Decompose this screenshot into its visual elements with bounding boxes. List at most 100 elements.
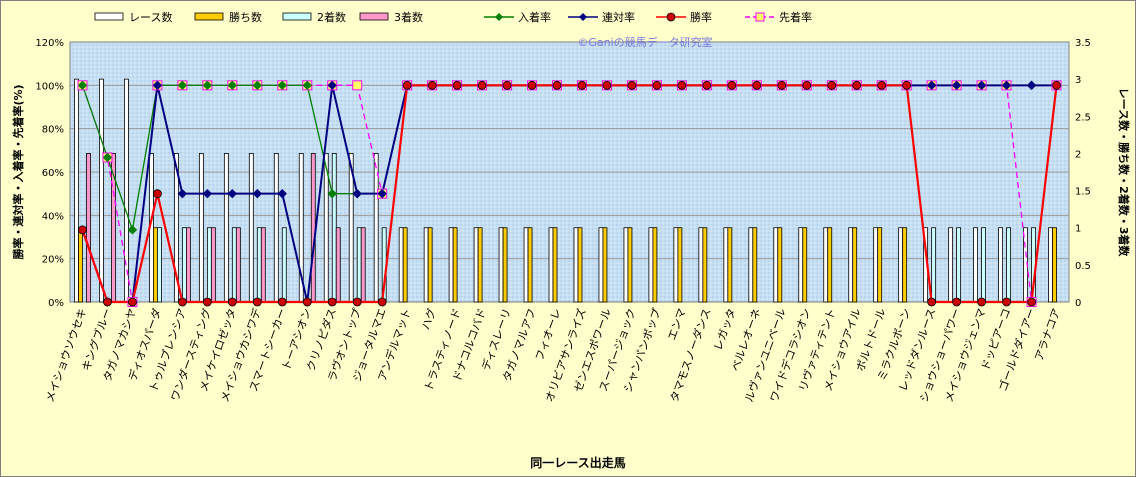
point-勝率 (652, 80, 662, 90)
point-入着率 (277, 80, 287, 91)
point-入着率 (177, 80, 188, 91)
y-tick-right: 2 (1075, 149, 1081, 160)
bar-2着数 (256, 227, 262, 303)
point-連対率 (1026, 80, 1037, 91)
point-勝率 (1002, 297, 1011, 307)
bar-レース数 (124, 78, 129, 303)
bar-2着数 (281, 227, 287, 303)
point-入着率 (127, 225, 138, 235)
legend-marker-勝率 (666, 12, 676, 22)
bar-勝ち数 (702, 227, 708, 303)
point-勝率 (128, 297, 137, 307)
bar-勝ち数 (153, 227, 158, 303)
point-先着率 (352, 80, 363, 91)
bar-3着数 (310, 153, 316, 303)
bar-レース数 (623, 227, 629, 303)
point-勝率 (727, 80, 737, 90)
bar-勝ち数 (727, 227, 733, 303)
point-勝率 (277, 297, 287, 307)
point-連対率 (951, 80, 962, 91)
point-勝率 (552, 80, 562, 90)
legend-swatch-勝ち数 (194, 12, 224, 21)
bar-2着数 (231, 227, 237, 303)
y-axis-title-right: レース数・勝ち数・2着数・3着数 (1117, 88, 1131, 258)
y-tick-left: 40% (42, 211, 64, 222)
bar-レース数 (848, 227, 854, 303)
point-勝率 (752, 80, 762, 90)
y-tick-right: 3 (1075, 75, 1081, 86)
point-連対率 (926, 80, 937, 91)
point-勝率 (827, 80, 837, 90)
point-連対率 (327, 80, 337, 91)
legend-label-勝率: 勝率 (690, 10, 712, 24)
point-入着率 (77, 80, 88, 91)
point-勝率 (427, 80, 437, 90)
bar-レース数 (498, 227, 504, 303)
point-入着率 (102, 152, 113, 163)
point-勝率 (103, 297, 112, 307)
x-tick-label: メイショウソウセキ (43, 307, 89, 404)
legend-swatch-レース数 (94, 12, 124, 21)
x-axis-title: 同一レース出走馬 (530, 455, 625, 470)
point-勝率 (602, 80, 612, 90)
bar-レース数 (973, 227, 978, 303)
bar-2着数 (956, 227, 962, 303)
point-勝率 (402, 80, 412, 90)
bar-3着数 (335, 227, 341, 303)
bar-3着数 (86, 153, 91, 303)
bar-レース数 (1048, 227, 1053, 303)
bar-レース数 (673, 227, 679, 303)
point-勝率 (952, 297, 962, 307)
point-連対率 (377, 188, 387, 199)
bar-レース数 (648, 227, 654, 303)
legend-marker-入着率 (495, 13, 503, 21)
legend-label-勝ち数: 勝ち数 (229, 10, 262, 24)
bar-勝ち数 (552, 227, 558, 303)
bar-レース数 (773, 227, 779, 303)
bar-勝ち数 (752, 227, 758, 303)
bar-勝ち数 (477, 227, 483, 303)
bar-勝ち数 (677, 227, 683, 303)
bar-勝ち数 (577, 227, 583, 303)
bar-勝ち数 (902, 227, 908, 303)
bar-レース数 (74, 78, 79, 303)
y-tick-left: 20% (42, 255, 64, 266)
bar-レース数 (573, 227, 579, 303)
bar-勝ち数 (427, 227, 433, 303)
point-入着率 (202, 80, 213, 91)
bar-レース数 (273, 153, 279, 303)
point-勝率 (877, 80, 887, 90)
point-連対率 (352, 188, 362, 199)
y-tick-right: 2.5 (1075, 112, 1091, 123)
point-連対率 (152, 80, 163, 91)
legend-swatch-3着数 (359, 12, 389, 21)
bar-レース数 (898, 227, 904, 303)
point-勝率 (527, 80, 537, 90)
point-勝率 (452, 80, 462, 90)
bar-レース数 (99, 78, 104, 303)
bar-勝ち数 (802, 227, 808, 303)
bar-3着数 (185, 227, 191, 303)
y-tick-right: 0 (1075, 298, 1081, 309)
bar-勝ち数 (78, 227, 83, 303)
bar-レース数 (523, 227, 529, 303)
point-勝率 (577, 80, 587, 90)
y-tick-right: 1.5 (1075, 187, 1091, 198)
point-勝率 (153, 189, 162, 199)
bar-2着数 (1006, 227, 1011, 303)
point-勝率 (802, 80, 812, 90)
bar-レース数 (448, 227, 454, 303)
bar-レース数 (873, 227, 879, 303)
bar-3着数 (260, 227, 266, 303)
legend-marker-先着率 (755, 12, 765, 22)
bar-勝ち数 (402, 227, 408, 303)
y-axis-title-left: 勝率・連対率・入着率・先着率(%) (11, 84, 25, 259)
bar-勝ち数 (877, 227, 883, 303)
bar-レース数 (248, 153, 254, 303)
x-tick-label: アラナコア (1032, 307, 1063, 363)
y-tick-left: 0% (48, 298, 64, 309)
point-勝率 (477, 80, 487, 90)
x-tick-label: レガッタ (711, 307, 738, 353)
point-連対率 (252, 188, 263, 199)
